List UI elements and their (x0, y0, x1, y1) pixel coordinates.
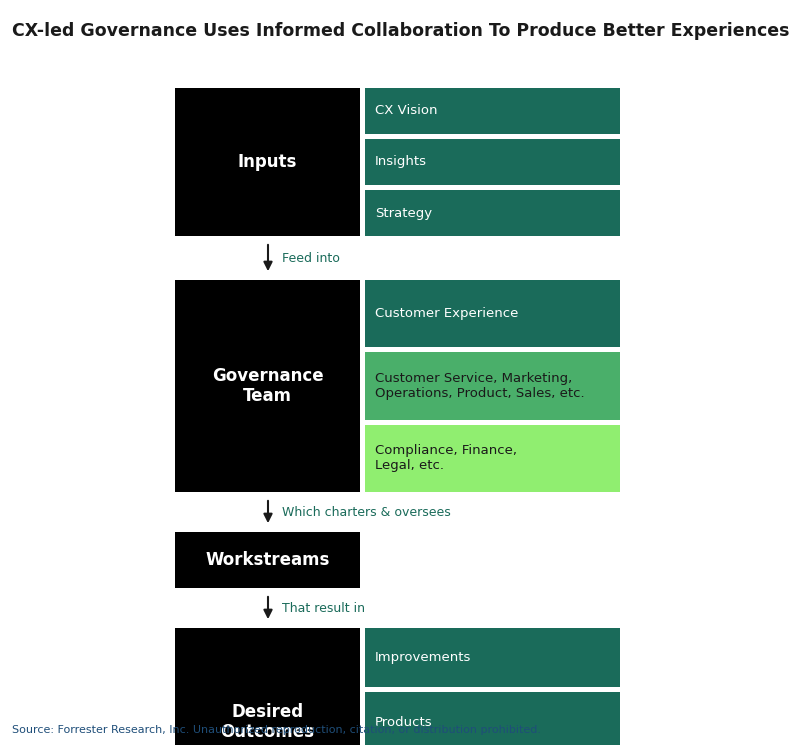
Bar (365, 139, 620, 185)
Bar (365, 352, 620, 419)
Text: Source: Forrester Research, Inc. Unauthorized reproduction, citation, or distrib: Source: Forrester Research, Inc. Unautho… (12, 725, 541, 735)
Text: Workstreams: Workstreams (206, 551, 330, 569)
Bar (365, 425, 620, 492)
Bar (175, 628, 360, 745)
Text: Feed into: Feed into (282, 252, 340, 264)
Text: Improvements: Improvements (375, 651, 471, 664)
Text: CX-led Governance Uses Informed Collaboration To Produce Better Experiences: CX-led Governance Uses Informed Collabor… (12, 22, 790, 40)
Bar (175, 88, 360, 236)
Bar (365, 280, 620, 347)
Text: Customer Experience: Customer Experience (375, 307, 518, 320)
Text: Which charters & oversees: Which charters & oversees (282, 506, 450, 519)
Text: That result in: That result in (282, 601, 365, 615)
Bar (365, 190, 620, 236)
Text: Products: Products (375, 715, 433, 729)
Bar (365, 628, 620, 688)
Bar (175, 532, 360, 588)
Bar (365, 692, 620, 745)
Text: Customer Service, Marketing,
Operations, Product, Sales, etc.: Customer Service, Marketing, Operations,… (375, 372, 585, 400)
Text: Desired
Outcomes: Desired Outcomes (221, 703, 314, 741)
Text: Inputs: Inputs (238, 153, 297, 171)
Text: Compliance, Finance,
Legal, etc.: Compliance, Finance, Legal, etc. (375, 444, 517, 472)
Text: Insights: Insights (375, 156, 427, 168)
Bar (175, 280, 360, 492)
Text: Governance
Team: Governance Team (212, 367, 323, 405)
Text: CX Vision: CX Vision (375, 104, 438, 118)
Bar (365, 88, 620, 134)
Text: Strategy: Strategy (375, 206, 432, 220)
